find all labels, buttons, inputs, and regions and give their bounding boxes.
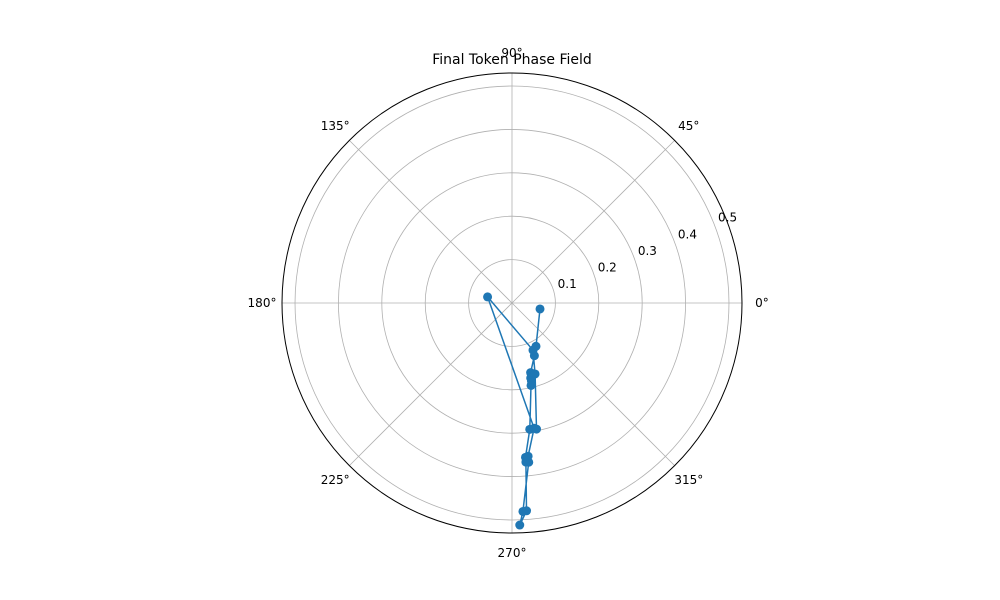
- data-point-18: [530, 369, 540, 379]
- data-point-12: [522, 506, 532, 516]
- tick-labels: 0° 45° 90° 135° 180° 225° 270° 315° 0.1 0.2 0.3 0.4…: [248, 46, 769, 560]
- theta-grid-line-1: [511, 140, 675, 304]
- r-tick-label-4: 0.5: [718, 211, 737, 225]
- data-point-14: [523, 451, 533, 461]
- theta-tick-label-6: 270°: [498, 546, 527, 560]
- theta-grid-line-5: [349, 302, 513, 466]
- theta-tick-label-4: 180°: [248, 296, 277, 310]
- r-tick-label-0: 0.1: [558, 277, 577, 291]
- polar-frame: [281, 72, 743, 534]
- theta-tick-label-7: 315°: [674, 473, 703, 487]
- data-point-16: [483, 292, 493, 302]
- data-point-11: [515, 520, 525, 530]
- grid: [282, 73, 742, 533]
- theta-grid-line-7: [511, 302, 675, 466]
- theta-tick-label-3: 135°: [321, 119, 350, 133]
- data-point-6: [526, 380, 536, 390]
- data-point-0: [535, 304, 545, 314]
- r-tick-label-2: 0.3: [638, 244, 657, 258]
- data-layer: [483, 292, 545, 530]
- theta-grid-line-3: [349, 140, 513, 304]
- chart-title: Final Token Phase Field: [432, 52, 592, 68]
- data-point-17: [528, 345, 538, 355]
- theta-tick-label-5: 225°: [321, 473, 350, 487]
- series-line-0: [486, 296, 541, 526]
- theta-tick-label-0: 0°: [755, 296, 769, 310]
- data-point-19: [532, 424, 542, 434]
- theta-tick-label-2: 90°: [501, 46, 522, 60]
- r-tick-label-3: 0.4: [678, 227, 697, 241]
- r-tick-label-1: 0.2: [598, 260, 617, 274]
- theta-tick-label-1: 45°: [678, 119, 699, 133]
